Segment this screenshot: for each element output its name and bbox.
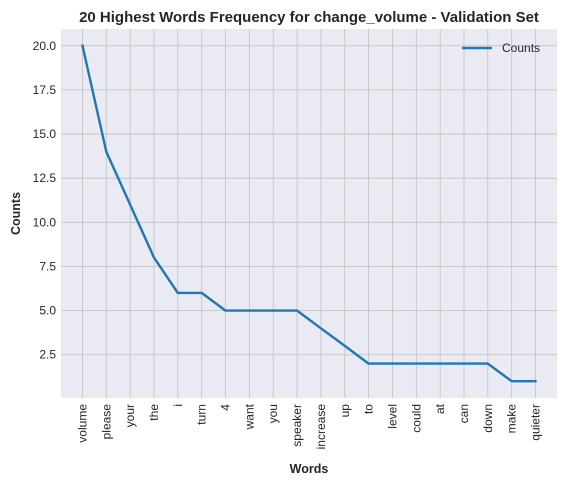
x-tick-label: want (242, 403, 256, 430)
x-tick-label: 4 (219, 404, 233, 411)
series-line-counts (81, 44, 537, 383)
y-tick-label: 2.5 (39, 348, 56, 362)
chart-title: 20 Highest Words Frequency for change_vo… (79, 9, 539, 26)
plot-area (61, 29, 557, 398)
y-tick-label: 15.0 (33, 127, 57, 141)
x-tick-label: can (457, 404, 471, 423)
x-tick-label: at (433, 403, 447, 414)
x-tick-label: your (123, 404, 137, 427)
y-axis-label: Counts (9, 192, 23, 235)
series-layer (81, 44, 537, 383)
x-axis-label: Words (290, 462, 329, 476)
y-tick-label: 7.5 (39, 259, 56, 273)
x-tick-label: up (338, 404, 352, 418)
x-tick-label: the (147, 404, 161, 421)
y-tick-label: 12.5 (33, 171, 57, 185)
x-tick-label: quieter (529, 404, 543, 441)
legend-label-counts: Counts (502, 41, 540, 55)
x-axis-ticks: volume please your the i turn 4 want you speaker i… (75, 403, 542, 449)
x-tick-label: increase (314, 404, 328, 450)
x-tick-label: you (266, 404, 280, 423)
x-tick-label: volume (75, 404, 89, 443)
x-gridlines (82, 29, 536, 398)
y-tick-label: 20.0 (33, 39, 57, 53)
x-tick-label: could (409, 404, 423, 433)
y-axis-ticks: 2.5 5.0 7.5 10.0 12.5 15.0 17.5 20.0 (33, 39, 57, 362)
y-tick-label: 17.5 (33, 83, 57, 97)
y-tick-label: 5.0 (39, 304, 56, 318)
y-gridlines (61, 45, 557, 356)
x-tick-label: speaker (290, 404, 304, 447)
x-tick-label: please (99, 404, 113, 440)
x-tick-label: i (171, 404, 185, 407)
x-tick-label: to (362, 404, 376, 414)
x-tick-label: make (505, 404, 519, 434)
legend: Counts (462, 41, 540, 55)
y-tick-label: 10.0 (33, 215, 57, 229)
x-tick-label: level (385, 404, 399, 429)
x-tick-label: turn (195, 404, 209, 425)
x-tick-label: down (481, 404, 495, 433)
